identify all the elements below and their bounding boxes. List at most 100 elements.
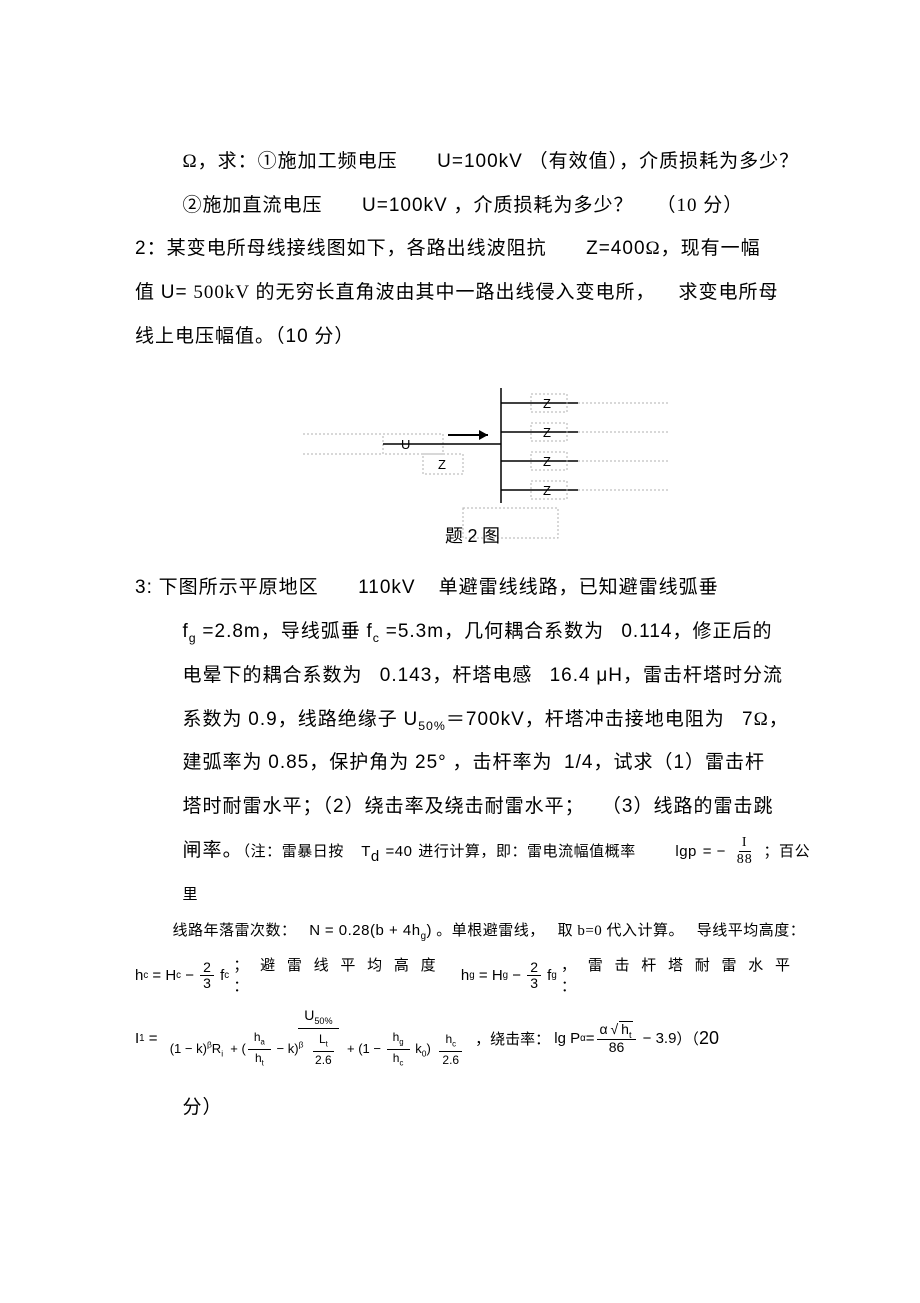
q2-line3: 线上电压幅值。（10 分）	[135, 315, 810, 359]
d-p2: +	[347, 1041, 355, 1056]
q1-line1: Ω，求：①施加工频电压 U=100kV （有效值），介质损耗为多少？	[135, 140, 810, 184]
Td-sub: d	[371, 847, 380, 864]
q3-t6d: ）线路的雷击跳	[633, 796, 773, 817]
q2-u-lbl: U=	[161, 282, 188, 303]
p2n: 2	[333, 796, 345, 817]
n3b: 3	[527, 976, 541, 991]
q2-t2: ，现有一幅	[661, 238, 761, 259]
d-op1: (	[242, 1041, 246, 1056]
q2-pts: 10	[286, 326, 309, 347]
q3-t3a: 电晕下的耦合系数为	[183, 665, 363, 686]
q3-kv: 110kV	[358, 577, 415, 598]
d-ha-s: a	[261, 1038, 265, 1047]
fc-eq: =5.3m	[386, 621, 444, 642]
Lt: 16.4	[550, 665, 591, 686]
d-Ri: R	[212, 1041, 221, 1056]
eta: 0.85	[268, 752, 309, 773]
fg-sub: g	[189, 631, 197, 645]
hc: h	[135, 967, 143, 984]
m39: − 3.9	[643, 1030, 677, 1047]
d-hc2-s: c	[452, 1039, 456, 1048]
hg: h	[461, 967, 469, 984]
q3-line9: hc = Hc − 23 fc ； 避 雷 线 平 均 高 度 ： hg = H…	[135, 954, 810, 996]
q3-t5c: ，击杆率为	[453, 752, 553, 773]
q3-line1: 3: 下图所示平原地区 110kV 单避雷线线路，已知避雷线弧垂	[135, 566, 810, 610]
a: α	[600, 1021, 608, 1037]
q3-line7: 闸率。（注：雷暴日按 Td =40 进行计算，即：雷电流幅值概率 lgp = −…	[135, 829, 810, 916]
c86: 86	[606, 1040, 628, 1055]
q1-l2-post: ，介质损耗为多少？	[453, 195, 633, 216]
diagram-caption: 题 2 图	[273, 522, 673, 548]
min2: −	[512, 967, 521, 984]
U50: U	[403, 709, 418, 730]
N-cl: )	[427, 922, 433, 939]
diag-U: U	[401, 437, 410, 452]
U50f-sub: 50%	[314, 1016, 332, 1026]
q3-t2b: ，几何耦合系数为	[444, 621, 604, 642]
R-unit: Ω	[754, 709, 769, 730]
fen: 分）	[183, 1097, 223, 1118]
fc2-sub: c	[224, 970, 229, 981]
q3-t6b: ）绕击率及绕击耐雷水平；	[345, 796, 585, 817]
d-Lt: L	[319, 1032, 326, 1046]
q3-t4d: ，	[769, 709, 789, 730]
q1-l1-u: U=100kV	[437, 151, 523, 172]
raoji: ，绕击率：	[475, 1028, 550, 1049]
d-ht-s: t	[262, 1059, 264, 1068]
q2-line1: 2：某变电所母线接线图如下，各路出线波阻抗 Z=400Ω，现有一幅	[135, 227, 810, 271]
q2-t4: 线上电压幅值。（	[135, 326, 286, 347]
eq3: =	[149, 1030, 158, 1047]
q2-t5: 分）	[314, 326, 354, 347]
cap-num: 2	[467, 526, 477, 546]
N: N	[309, 922, 320, 939]
Hc-sub: c	[176, 970, 181, 981]
close-note: ）（	[676, 1028, 699, 1049]
q1-l2-pts: （10 分）	[656, 195, 743, 216]
k0: 0.114	[621, 621, 672, 642]
eq1: =	[152, 967, 161, 984]
q2-diagram: U Z Z Z Z Z 题 2 图	[273, 388, 673, 548]
q3-t3c: ，雷击杆塔时分流	[623, 665, 783, 686]
beta: 0.9	[248, 709, 277, 730]
N-eq: = 0.28(b + 4h	[325, 922, 421, 939]
d-Lt-s: t	[326, 1039, 328, 1048]
q3-line11: 分）	[135, 1086, 810, 1130]
diag-Z4: Z	[543, 483, 551, 498]
gr: 1/4	[564, 752, 593, 773]
d-cl: )	[426, 1041, 430, 1056]
q2-t3b: 的无穷长直角波由其中一路出线侵入变电所，	[255, 282, 655, 303]
q1-l2-u: U=100kV	[362, 195, 448, 216]
q1-l2-pre: ②施加直流电压	[183, 195, 323, 216]
q3-t4b: ，线路绝缘子	[278, 709, 398, 730]
alpha: 25°	[415, 752, 447, 773]
lgp: lgp	[675, 843, 697, 860]
n2b: 2	[527, 960, 541, 976]
q3-t7a: 闸率。	[183, 840, 243, 861]
q2-num: 2	[135, 238, 147, 259]
diag-Z2: Z	[543, 425, 551, 440]
q2-ohm: Ω	[646, 238, 661, 259]
t9a: ； 避 雷 线 平 均 高 度 ：	[233, 954, 456, 996]
U50-eq: ＝700kV	[446, 709, 525, 730]
q3-t6a: 塔时耐雷水平；（	[183, 796, 334, 817]
q3-line10: I1 = U50% (1 − k)βRi + (haht − k)β Lt2.6…	[135, 1008, 810, 1068]
q3-t4a: 系数为	[183, 709, 243, 730]
q3-t2c: ，修正后的	[672, 621, 772, 642]
q2-t3a: 值	[135, 282, 155, 303]
q3-line6: 塔时耐雷水平；（2）绕击率及绕击耐雷水平； （3）线路的雷击跳	[135, 785, 810, 829]
eq4: =	[586, 1030, 595, 1047]
diag-Z3: Z	[543, 454, 551, 469]
eq2: =	[479, 967, 488, 984]
q3-t5a: 建弧率为	[183, 752, 263, 773]
q3-line2: fg =2.8m，导线弧垂 fc =5.3m，几何耦合系数为 0.114，修正后…	[135, 610, 810, 654]
q1-l1-pre: Ω，求：①施加工频电压	[183, 151, 398, 172]
q3-t8b: 。单根避雷线，	[436, 923, 545, 939]
d-ha: h	[254, 1030, 261, 1044]
cap-pre: 题	[445, 526, 463, 546]
q3-line8: 线路年落雷次数： N = 0.28(b + 4hg) 。单根避雷线， 取 b=0…	[135, 916, 810, 947]
q3-t1b: 单避雷线线路，已知避雷线弧垂	[439, 577, 719, 598]
d-26a: 2.6	[309, 1052, 338, 1067]
q3-t8c: 取 b=0 代入计算。	[558, 923, 684, 939]
q3-t8d: 导线平均高度：	[697, 923, 806, 939]
q3-t5b: ，保护角为	[309, 752, 409, 773]
